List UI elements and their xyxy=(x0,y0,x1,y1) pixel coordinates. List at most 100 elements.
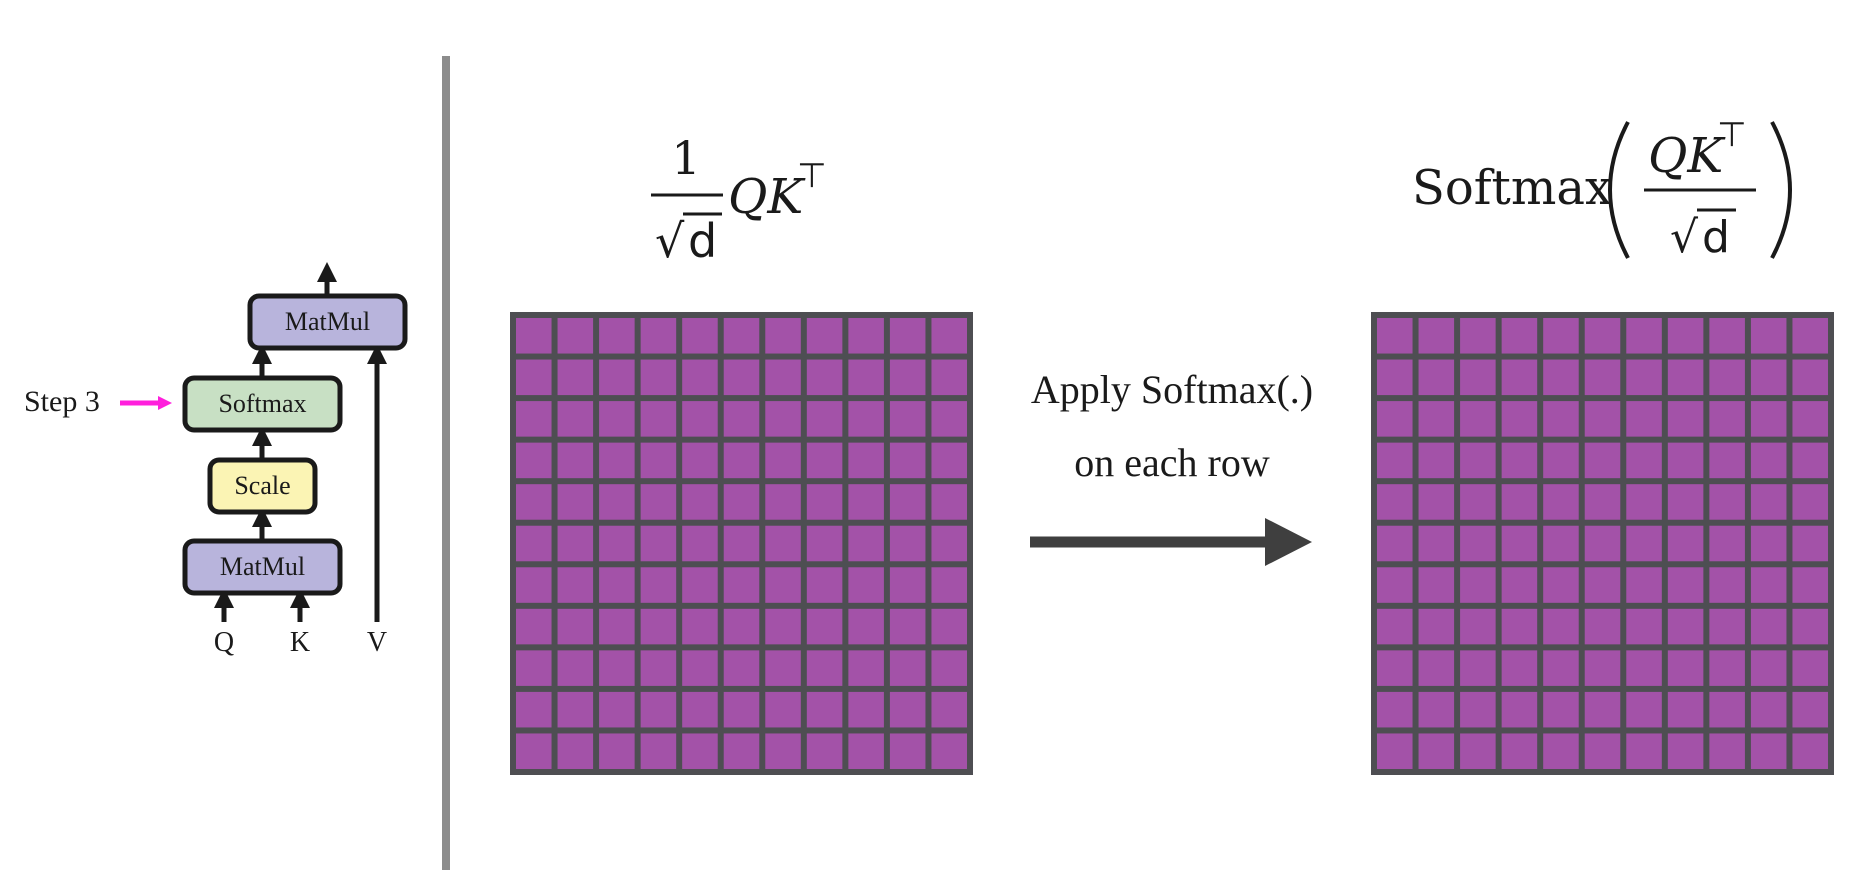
matrix-cell xyxy=(1792,525,1828,562)
matrix-cell xyxy=(1377,525,1413,562)
matrix-cell xyxy=(557,484,594,520)
matrix-cell xyxy=(1501,525,1538,562)
matrix-cell xyxy=(1460,650,1496,686)
formula-close-paren xyxy=(1770,121,1792,259)
matrix-cell xyxy=(1584,691,1621,728)
matmul-bottom-label: MatMul xyxy=(220,552,305,581)
matrix-cell xyxy=(806,691,843,728)
matrix-cell xyxy=(1501,733,1538,769)
matrix-cell xyxy=(599,318,635,354)
matrix-cell xyxy=(1377,359,1413,396)
matrix-cell xyxy=(765,567,801,603)
matrix-cell xyxy=(1792,691,1828,728)
matrix-cell xyxy=(599,650,635,686)
matrix-cell xyxy=(516,401,552,437)
matrix-cell xyxy=(1709,359,1745,396)
matrix-cell xyxy=(1460,442,1496,479)
matrix-cell xyxy=(682,608,718,645)
matrix-cell xyxy=(723,567,760,603)
matrix-cell xyxy=(516,567,552,603)
matrix-cell xyxy=(1377,733,1413,769)
matrix-cell xyxy=(1626,691,1662,728)
matrix-cell xyxy=(682,359,718,396)
matrix-cell xyxy=(516,442,552,479)
matrix-cell xyxy=(640,650,677,686)
matrix-cell xyxy=(1667,318,1704,354)
matmul-top-label: MatMul xyxy=(285,307,370,336)
matrix-cell xyxy=(516,733,552,769)
matrix-cell xyxy=(1792,442,1828,479)
matrix-cell xyxy=(1501,650,1538,686)
matrix-cell xyxy=(1584,608,1621,645)
matrix-cell xyxy=(1543,567,1579,603)
matrix-cell xyxy=(806,650,843,686)
matrix-cell xyxy=(1418,318,1455,354)
matrix-cell xyxy=(1377,484,1413,520)
matrix-cell xyxy=(1792,359,1828,396)
matrix-cell xyxy=(1501,567,1538,603)
formula-radicand: d xyxy=(1702,212,1730,263)
matrix-cell xyxy=(1667,733,1704,769)
matrix-cell xyxy=(1626,567,1662,603)
matrix-cell xyxy=(1626,650,1662,686)
matrix-cell xyxy=(1667,567,1704,603)
matrix-cell xyxy=(682,318,718,354)
matrix-cell xyxy=(1750,733,1787,769)
matrix-cell xyxy=(1709,650,1745,686)
softmax-label: Softmax xyxy=(218,389,306,418)
softmax-block xyxy=(182,375,343,433)
matrix-cell xyxy=(516,650,552,686)
matrix-cell xyxy=(1418,484,1455,520)
matrix-cell xyxy=(723,318,760,354)
matrix-cell xyxy=(1584,484,1621,520)
matrix-cell xyxy=(1501,401,1538,437)
matrix-cell xyxy=(1792,608,1828,645)
matrix-cell xyxy=(682,484,718,520)
matrix-cell xyxy=(765,650,801,686)
matrix-cell xyxy=(516,608,552,645)
matrix-cell xyxy=(682,691,718,728)
matrix-cell xyxy=(889,525,926,562)
matmul-bottom-block xyxy=(182,538,343,596)
matrix-cell xyxy=(931,318,967,354)
matrix-cell xyxy=(848,691,884,728)
matrix-cell xyxy=(640,359,677,396)
matrix-cell xyxy=(765,608,801,645)
matrix-cell xyxy=(765,442,801,479)
matrix-cell xyxy=(516,359,552,396)
formula-radicand: d xyxy=(688,214,717,268)
matrix-cell xyxy=(806,318,843,354)
matrix-cell xyxy=(765,318,801,354)
matrix-cell xyxy=(1792,401,1828,437)
matrix-cell xyxy=(1418,401,1455,437)
matrix-cell xyxy=(599,733,635,769)
matrix-cell xyxy=(1792,567,1828,603)
matrix-cell xyxy=(1418,359,1455,396)
matrix-cell xyxy=(1750,691,1787,728)
matrix-cell xyxy=(1543,608,1579,645)
matrix-cell xyxy=(806,525,843,562)
matrix-cell xyxy=(682,733,718,769)
matrix-cell xyxy=(640,484,677,520)
softmax-formula: Softmax QK ⊤ √ d xyxy=(1412,115,1792,263)
matrix-cell xyxy=(1377,567,1413,603)
matrix-cell xyxy=(723,608,760,645)
input-v: V xyxy=(367,627,387,658)
matrix-cell xyxy=(806,484,843,520)
matrix-cell xyxy=(1584,733,1621,769)
matrix-cell xyxy=(682,525,718,562)
formula-product: QK xyxy=(1648,128,1726,184)
transition-arrowhead xyxy=(1265,518,1312,566)
matrix-cell xyxy=(806,567,843,603)
transition-line-1: Apply Softmax(.) xyxy=(1031,367,1313,412)
attention-pipeline: MatMul Softmax Scale MatMul Q K V Step 3 xyxy=(24,262,408,658)
matrix-cell xyxy=(723,525,760,562)
matrix-cell xyxy=(1667,484,1704,520)
matrix-cell xyxy=(1460,359,1496,396)
matrix-cell xyxy=(723,650,760,686)
matrix-cell xyxy=(1543,359,1579,396)
matrix-cell xyxy=(1377,650,1413,686)
matrix-cell xyxy=(1377,691,1413,728)
matrix-cell xyxy=(889,442,926,479)
matrix-cell xyxy=(599,484,635,520)
